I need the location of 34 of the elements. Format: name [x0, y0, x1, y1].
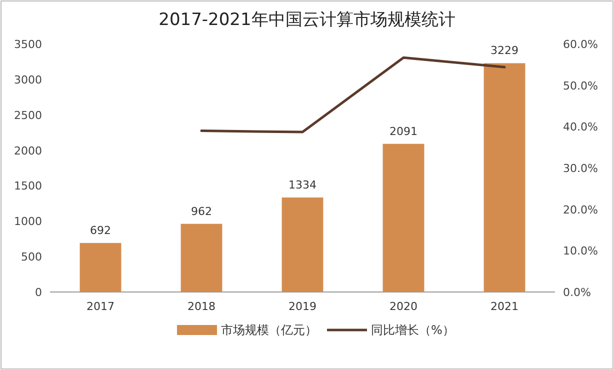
y2-tick-label: 10.0% — [563, 244, 598, 258]
y-tick-label: 1000 — [14, 215, 42, 228]
y-tick-label: 2000 — [14, 144, 42, 158]
y-tick-label: 3500 — [14, 38, 42, 51]
data-label: 2091 — [390, 124, 418, 138]
legend-label: 市场规模（亿元） — [221, 323, 317, 337]
y-tick-label: 1500 — [14, 180, 42, 193]
x-tick-label: 2021 — [490, 300, 518, 313]
y2-tick-label: 20.0% — [563, 203, 598, 216]
bar — [484, 63, 526, 292]
bar — [282, 197, 324, 292]
x-tick-label: 2018 — [188, 300, 216, 313]
bar — [80, 242, 122, 292]
data-label: 1334 — [288, 178, 316, 192]
y-tick-label: 0 — [35, 286, 42, 299]
x-tick-label: 2019 — [288, 300, 316, 313]
x-tick-label: 2020 — [390, 300, 418, 313]
y-tick-label: 2500 — [14, 108, 42, 122]
legend-label: 同比增长（%） — [371, 323, 454, 337]
data-label: 3229 — [490, 44, 518, 58]
data-label: 692 — [90, 224, 111, 237]
y2-tick-label: 0.0% — [563, 286, 591, 299]
line-series — [200, 56, 506, 134]
chart-title: 2017-2021年中国云计算市场规模统计 — [158, 10, 456, 30]
y2-tick-label: 40.0% — [563, 120, 598, 134]
y2-tick-label: 30.0% — [563, 162, 598, 175]
bar — [180, 224, 222, 292]
y2-tick-label: 50.0% — [563, 79, 598, 92]
bar — [382, 144, 424, 292]
y-tick-label: 3000 — [14, 73, 42, 86]
y2-tick-label: 60.0% — [563, 38, 598, 51]
x-tick-label: 2017 — [86, 300, 114, 313]
data-label: 962 — [191, 204, 212, 218]
y-tick-label: 500 — [21, 250, 42, 264]
